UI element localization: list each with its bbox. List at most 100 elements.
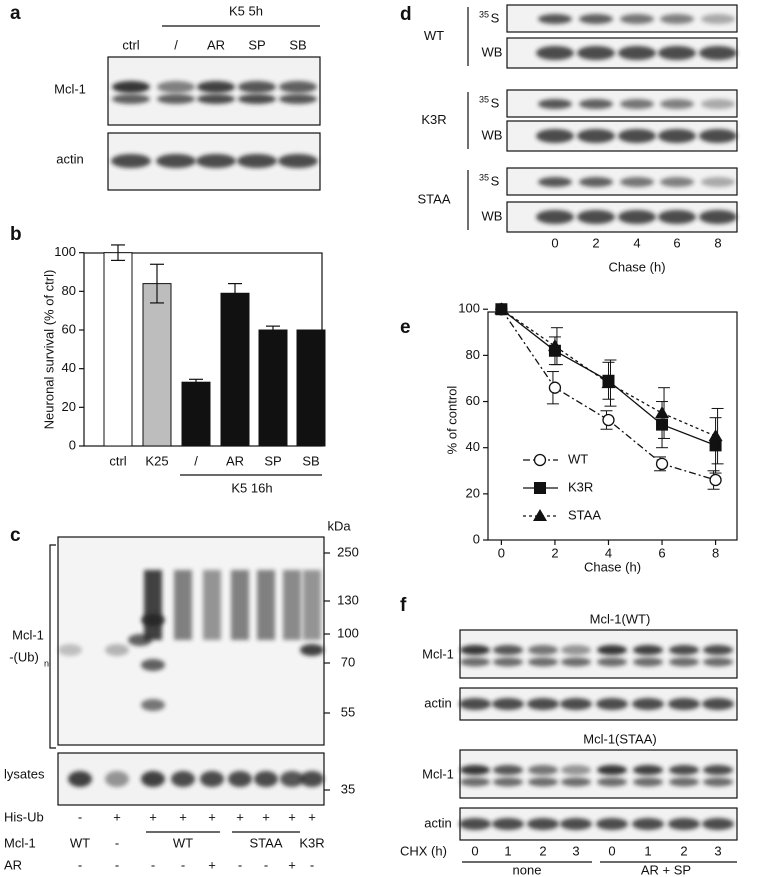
band [459, 698, 491, 710]
lane-value: + [262, 809, 270, 824]
band [141, 771, 165, 787]
band [278, 154, 318, 168]
band [597, 765, 627, 775]
x-tick-label: / [194, 453, 198, 468]
band [668, 698, 700, 710]
row-label: Mcl-1 [54, 81, 86, 96]
band [560, 698, 592, 710]
x-tick-label: K25 [145, 453, 168, 468]
lane-label: ctrl [122, 37, 139, 52]
lane-value: - [115, 857, 119, 872]
wb-label: WB [482, 208, 503, 223]
lane-value: - [151, 857, 155, 872]
point [494, 302, 509, 315]
legend-label: WT [568, 451, 588, 466]
lane-label: AR [207, 37, 225, 52]
row-label: His-Ub [4, 809, 44, 824]
blot-title: Mcl-1(WT) [590, 611, 651, 626]
y-tick-label: 60 [62, 321, 76, 336]
band [577, 129, 615, 143]
lane-value: K3R [299, 835, 324, 850]
lane-value: + [179, 809, 187, 824]
band [254, 771, 278, 787]
point [548, 381, 562, 394]
band [632, 818, 664, 830]
band [660, 99, 694, 109]
x-axis-label: Chase (h) [608, 259, 665, 274]
marker-label: 35 [341, 781, 355, 796]
x-axis-label: Chase (h) [584, 559, 641, 574]
error-bar [111, 244, 125, 261]
band [528, 645, 558, 655]
panel-letter: a [10, 3, 21, 24]
point [709, 439, 722, 452]
band [279, 81, 317, 93]
band [171, 771, 195, 787]
band [112, 81, 150, 93]
x-tick-label: 8 [712, 545, 719, 560]
y-tick-label: 0 [69, 437, 76, 452]
isotope-superscript: 35 [479, 172, 489, 182]
isotope-superscript: 35 [479, 94, 489, 104]
y-tick-label: 40 [466, 439, 480, 454]
y-tick-label: 20 [466, 485, 480, 500]
row-label: AR [4, 857, 22, 872]
band [300, 771, 324, 787]
lane-label: 3 [572, 843, 579, 858]
band [280, 771, 304, 787]
lane-value: + [288, 857, 296, 872]
lane-value: STAA [250, 835, 283, 850]
band [493, 777, 523, 787]
band [668, 818, 700, 830]
smear [257, 570, 275, 640]
band [620, 99, 654, 109]
band [156, 154, 196, 168]
band [618, 129, 656, 143]
error-bar [228, 283, 242, 294]
point [709, 473, 722, 487]
band [702, 818, 734, 830]
band [492, 818, 524, 830]
band [701, 177, 735, 187]
band [669, 765, 699, 775]
lane-value: + [308, 809, 316, 824]
band [703, 765, 733, 775]
band [528, 657, 558, 667]
lane-label: 2 [680, 843, 687, 858]
group-label: K5 16h [231, 480, 272, 495]
lane-label: 3 [714, 843, 721, 858]
bracket [49, 544, 56, 749]
smear [203, 570, 221, 640]
band [596, 698, 628, 710]
lane-label: 0 [471, 843, 478, 858]
band [560, 818, 592, 830]
isotope-label: S [491, 10, 500, 25]
panel-letter: b [10, 224, 22, 245]
row-label: actin [424, 695, 451, 710]
band [660, 14, 694, 24]
lane-label: 4 [633, 235, 640, 250]
lane-label: 1 [504, 843, 511, 858]
lane-value: + [236, 809, 244, 824]
lane-value: - [264, 857, 268, 872]
band [577, 210, 615, 224]
band [561, 765, 591, 775]
ub-label: Mcl-1 [12, 627, 44, 642]
band [620, 14, 654, 24]
band [669, 645, 699, 655]
point [601, 376, 616, 389]
band [703, 777, 733, 787]
row-label: actin [424, 815, 451, 830]
band [701, 99, 735, 109]
band [536, 46, 574, 60]
band [68, 771, 92, 787]
band [579, 14, 613, 24]
band [157, 81, 195, 93]
band [702, 698, 734, 710]
treatment-label: K5 5h [229, 3, 263, 18]
band [579, 177, 613, 187]
construct-label: WT [424, 28, 444, 43]
band [111, 154, 151, 168]
band [597, 657, 627, 667]
x-tick-label: 0 [498, 545, 505, 560]
